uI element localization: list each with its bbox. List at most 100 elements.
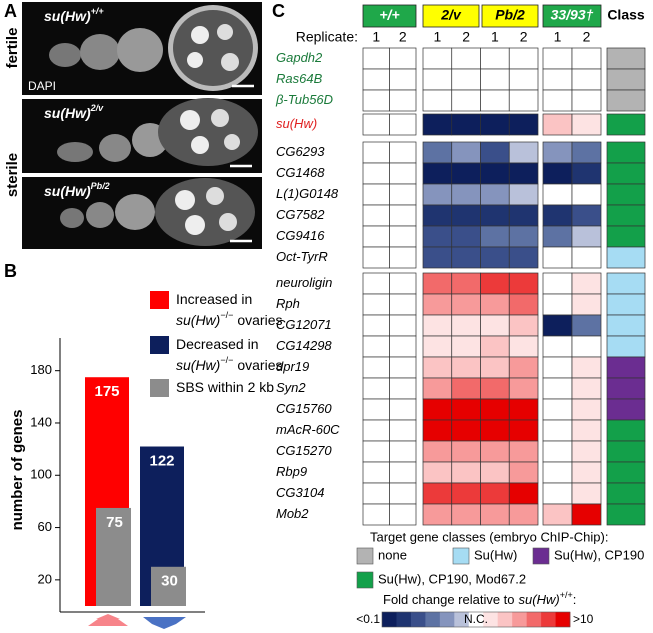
- genotype-label: su(Hw)2/v: [44, 103, 104, 120]
- heatmap-cell: [542, 183, 573, 206]
- class-cell: [606, 398, 646, 421]
- heatmap-cell: [362, 162, 390, 185]
- scale-swatch: [512, 612, 527, 627]
- heatmap-cell: [451, 225, 481, 248]
- heatmap-cell: [480, 440, 510, 463]
- heatmap-cell: [480, 377, 510, 400]
- heatmap-cell: [542, 440, 573, 463]
- heatmap-cell: [451, 47, 481, 70]
- scale-swatch: [555, 612, 571, 627]
- heatmap-cell: [422, 47, 453, 70]
- heatmap-cell: [480, 482, 510, 505]
- heatmap-cell: [422, 183, 453, 206]
- legend-label: Decreased in: [176, 336, 259, 352]
- heatmap-cell: [542, 356, 573, 379]
- scale-swatch: [483, 612, 498, 627]
- heatmap-cell: [362, 419, 390, 442]
- gene-label: L(1)G0148: [276, 186, 339, 201]
- heatmap-cell: [362, 113, 390, 136]
- heatmap-cell: [480, 293, 510, 316]
- heatmap-cell: [362, 356, 390, 379]
- scale-high: >10: [573, 612, 594, 626]
- heatmap-cell: [571, 68, 602, 91]
- heatmap-cell: [480, 503, 510, 526]
- class-label: Su(Hw), CP190, Mod67.2: [378, 571, 526, 586]
- heatmap-cell: [362, 183, 390, 206]
- heatmap-cell: [451, 419, 481, 442]
- heatmap-cell: [422, 141, 453, 164]
- legend-swatch: [150, 379, 169, 397]
- scale-swatch: [410, 612, 426, 627]
- scale-frame: [381, 611, 571, 628]
- heatmap-cell: [422, 246, 453, 269]
- y-tick-label: 20: [38, 571, 52, 586]
- gene: su(Hw): [44, 183, 91, 199]
- column-header-box: [362, 4, 417, 28]
- allele: 2/v: [90, 103, 105, 113]
- heatmap-cell: [389, 377, 417, 400]
- replicate-number: 1: [433, 29, 441, 45]
- heatmap-cell: [508, 314, 539, 337]
- heatmap-cell: [508, 183, 539, 206]
- replicate-number: 1: [372, 29, 380, 45]
- heatmap-cell: [389, 225, 417, 248]
- gene-label: CG14298: [276, 338, 332, 353]
- heatmap-cell: [422, 335, 453, 358]
- class-cell: [606, 377, 646, 400]
- panel-letter: B: [4, 261, 17, 281]
- class-label: Su(Hw): [474, 547, 517, 562]
- scale-swatch: [439, 612, 455, 627]
- heatmap-cell: [542, 293, 573, 316]
- heatmap-cell: [571, 356, 602, 379]
- heatmap-cell: [542, 503, 573, 526]
- heatmap-cell: [508, 47, 539, 70]
- heatmap-cell: [542, 204, 573, 227]
- heatmap-cell: [542, 68, 573, 91]
- heatmap-cell: [362, 377, 390, 400]
- heatmap-cell: [571, 113, 602, 136]
- heatmap-cell: [542, 113, 573, 136]
- heatmap-cell: [571, 482, 602, 505]
- legend-swatch: [150, 336, 169, 354]
- replicate-number: 2: [462, 29, 470, 45]
- heatmap-cell: [451, 398, 481, 421]
- heatmap-cell: [389, 113, 417, 136]
- heatmap-cell: [422, 204, 453, 227]
- y-tick-label: 140: [30, 414, 52, 429]
- heatmap-cell: [480, 419, 510, 442]
- heatmap-cell: [362, 314, 390, 337]
- heatmap-cell: [422, 377, 453, 400]
- heatmap-cell: [362, 141, 390, 164]
- up-arrow: [88, 614, 128, 626]
- scale-title: Fold change relative to su(Hw)+/+:: [383, 590, 576, 607]
- heatmap-cell: [571, 335, 602, 358]
- heatmap-cell: [389, 503, 417, 526]
- data-label: 122: [149, 452, 174, 469]
- scale-text: :: [573, 592, 577, 607]
- heatmap-cell: [422, 461, 453, 484]
- heatmap-cell: [362, 272, 390, 295]
- scale-mid: N.C.: [464, 612, 488, 626]
- heatmap-cell: [422, 503, 453, 526]
- heatmap-cell: [508, 482, 539, 505]
- allele: Pb/2: [91, 181, 110, 191]
- heatmap-cell: [571, 47, 602, 70]
- class-cell: [606, 183, 646, 206]
- heatmap-cell: [362, 246, 390, 269]
- heatmap-cell: [542, 398, 573, 421]
- heatmap-cell: [508, 272, 539, 295]
- heatmap-cell: [571, 503, 602, 526]
- class-cell: [606, 503, 646, 526]
- gene-label: Syn2: [276, 380, 306, 395]
- legend-gene: su(Hw): [176, 357, 220, 373]
- heatmap-cell: [508, 204, 539, 227]
- heatmap-cell: [571, 419, 602, 442]
- heatmap-cell: [389, 204, 417, 227]
- heatmap-cell: [362, 89, 390, 112]
- legend-allele: −/−: [220, 310, 233, 320]
- heatmap-cell: [451, 113, 481, 136]
- heatmap-cell: [451, 377, 481, 400]
- y-tick-label: 180: [30, 362, 52, 377]
- heatmap-cell: [542, 377, 573, 400]
